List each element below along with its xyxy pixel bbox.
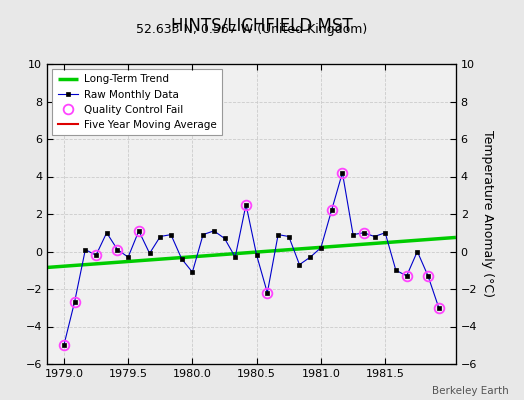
Raw Monthly Data (361, 230, 367, 235)
Title: 52.633 N, 0.567 W (United Kingdom): 52.633 N, 0.567 W (United Kingdom) (136, 24, 367, 36)
Raw Monthly Data (211, 228, 217, 233)
Line: Raw Monthly Data: Raw Monthly Data (62, 171, 441, 347)
Text: HINTS/LICHFIELD MST: HINTS/LICHFIELD MST (171, 16, 353, 34)
Quality Control Fail (243, 202, 249, 207)
Raw Monthly Data (318, 245, 324, 250)
Raw Monthly Data (403, 274, 410, 278)
Raw Monthly Data (71, 300, 78, 304)
Quality Control Fail (61, 343, 67, 348)
Raw Monthly Data (189, 270, 195, 274)
Quality Control Fail (329, 208, 335, 213)
Raw Monthly Data (339, 170, 345, 175)
Raw Monthly Data (104, 230, 110, 235)
Raw Monthly Data (425, 274, 431, 278)
Raw Monthly Data (372, 234, 378, 239)
Raw Monthly Data (61, 343, 67, 348)
Raw Monthly Data (243, 202, 249, 207)
Line: Quality Control Fail: Quality Control Fail (59, 168, 444, 350)
Y-axis label: Temperature Anomaly (°C): Temperature Anomaly (°C) (481, 130, 494, 298)
Raw Monthly Data (264, 290, 270, 295)
Raw Monthly Data (200, 232, 206, 237)
Quality Control Fail (403, 274, 410, 278)
Raw Monthly Data (221, 236, 227, 241)
Quality Control Fail (425, 274, 431, 278)
Raw Monthly Data (93, 253, 99, 258)
Raw Monthly Data (307, 255, 313, 260)
Quality Control Fail (339, 170, 345, 175)
Raw Monthly Data (168, 232, 174, 237)
Raw Monthly Data (350, 232, 356, 237)
Raw Monthly Data (329, 208, 335, 213)
Raw Monthly Data (114, 247, 121, 252)
Raw Monthly Data (157, 234, 163, 239)
Raw Monthly Data (146, 251, 152, 256)
Quality Control Fail (136, 228, 142, 233)
Quality Control Fail (435, 305, 442, 310)
Quality Control Fail (71, 300, 78, 304)
Legend: Long-Term Trend, Raw Monthly Data, Quality Control Fail, Five Year Moving Averag: Long-Term Trend, Raw Monthly Data, Quali… (52, 69, 222, 135)
Raw Monthly Data (392, 268, 399, 273)
Raw Monthly Data (179, 257, 185, 262)
Raw Monthly Data (136, 228, 142, 233)
Raw Monthly Data (382, 230, 388, 235)
Raw Monthly Data (232, 255, 238, 260)
Quality Control Fail (114, 247, 121, 252)
Raw Monthly Data (286, 234, 292, 239)
Quality Control Fail (361, 230, 367, 235)
Raw Monthly Data (82, 247, 89, 252)
Text: Berkeley Earth: Berkeley Earth (432, 386, 508, 396)
Raw Monthly Data (275, 232, 281, 237)
Raw Monthly Data (435, 305, 442, 310)
Quality Control Fail (264, 290, 270, 295)
Raw Monthly Data (254, 253, 260, 258)
Raw Monthly Data (125, 255, 132, 260)
Raw Monthly Data (414, 249, 420, 254)
Raw Monthly Data (296, 262, 302, 267)
Quality Control Fail (93, 253, 99, 258)
